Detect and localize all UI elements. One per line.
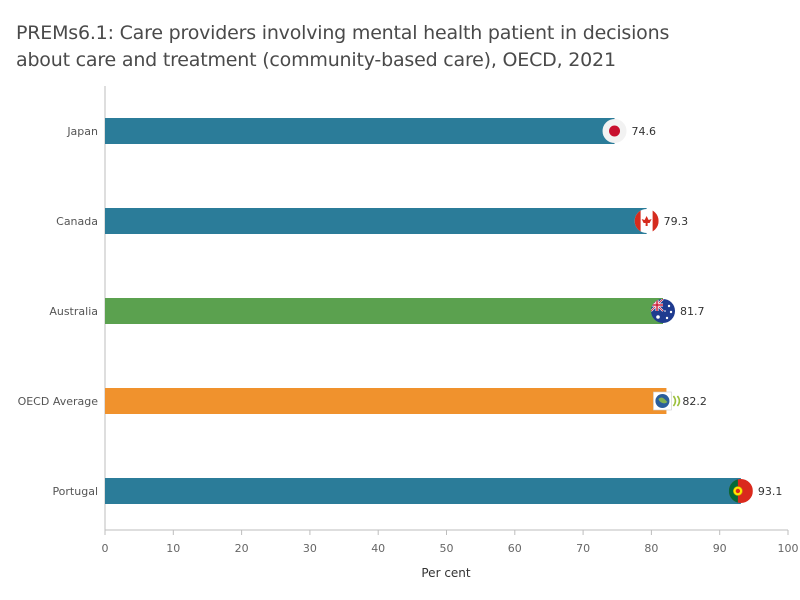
category-label-portugal: Portugal: [52, 485, 98, 498]
category-label-japan: Japan: [66, 125, 98, 138]
category-label-canada: Canada: [56, 215, 98, 228]
x-tick-label: 90: [713, 542, 727, 555]
category-label-australia: Australia: [49, 305, 98, 318]
japan-flag-icon: [602, 119, 627, 143]
bar-portugal: [105, 478, 741, 504]
x-axis-label: Per cent: [421, 566, 471, 580]
bar-japan: [105, 118, 615, 144]
value-label-japan: 74.6: [632, 125, 657, 138]
portugal-flag-icon: [728, 479, 753, 503]
x-tick-label: 20: [235, 542, 249, 555]
x-tick-label: 80: [644, 542, 658, 555]
bar-oecd-average: [105, 388, 667, 414]
value-label-portugal: 93.1: [758, 485, 783, 498]
bar-canada: [105, 208, 647, 234]
x-tick-label: 10: [166, 542, 180, 555]
oecd-logo-icon: [653, 391, 681, 411]
value-label-australia: 81.7: [680, 305, 705, 318]
x-ticks-group: 0 10 20 30 40 50 60 70 80 90 100: [102, 530, 799, 555]
bar-australia: [105, 298, 664, 324]
category-label-oecd-average: OECD Average: [18, 395, 99, 408]
canada-flag-icon: [634, 209, 659, 233]
australia-flag-icon: [651, 299, 676, 323]
bars-group: Japan 74.6 Canada 79.3 Australia 81.7 OECD Ave…: [18, 118, 783, 504]
x-tick-label: 50: [440, 542, 454, 555]
x-tick-label: 40: [371, 542, 385, 555]
x-tick-label: 0: [102, 542, 109, 555]
chart-title-line-1: PREMs6.1: Care providers involving menta…: [16, 22, 670, 44]
value-label-canada: 79.3: [664, 215, 689, 228]
x-tick-label: 60: [508, 542, 522, 555]
value-label-oecd-average: 82.2: [682, 395, 707, 408]
chart-title-line-2: about care and treatment (community-base…: [16, 49, 616, 71]
x-tick-label: 30: [303, 542, 317, 555]
x-tick-label: 70: [576, 542, 590, 555]
x-tick-label: 100: [778, 542, 799, 555]
